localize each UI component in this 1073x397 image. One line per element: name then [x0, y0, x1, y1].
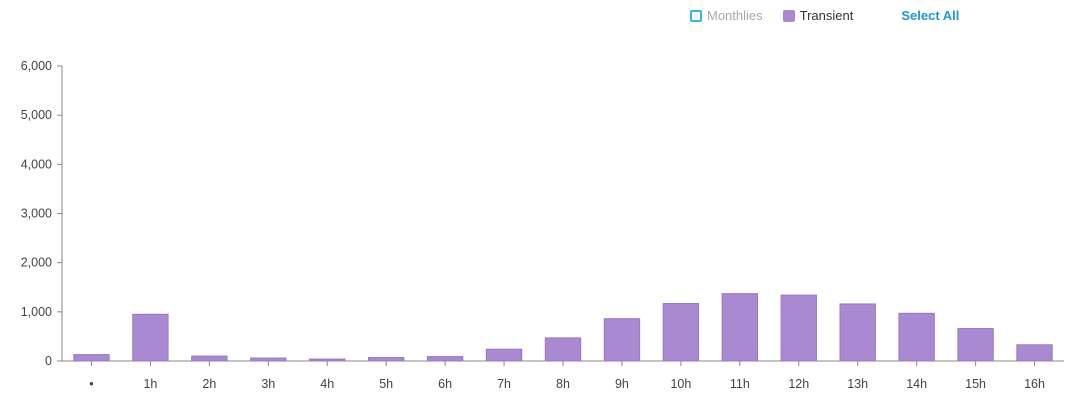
legend-item-monthlies[interactable]: Monthlies	[690, 8, 763, 23]
x-tick-label: 1h	[143, 377, 157, 391]
y-tick-label: 6,000	[21, 59, 52, 73]
bar-5h	[367, 357, 405, 362]
bar-2h	[191, 355, 228, 362]
x-tick-label: 7h	[497, 377, 511, 391]
bar-15h	[957, 328, 994, 362]
x-tick-label: 15h	[965, 377, 986, 391]
x-tick-label: 4h	[320, 377, 334, 391]
y-tick-label: 0	[45, 354, 52, 368]
y-tick-label: 4,000	[21, 157, 52, 171]
x-tick-label: 6h	[438, 377, 452, 391]
legend-label-monthlies: Monthlies	[707, 8, 763, 23]
bar-13h	[839, 303, 876, 362]
y-tick-label: 2,000	[21, 256, 52, 270]
bar-7h	[485, 348, 523, 362]
y-tick-label: 5,000	[21, 108, 52, 122]
transient-swatch-icon	[782, 9, 795, 22]
bar-9h	[603, 318, 641, 362]
y-tick-label: 3,000	[21, 207, 52, 221]
bar-3h	[250, 357, 287, 362]
x-tick-label: 8h	[556, 377, 570, 391]
x-tick-label: 12h	[788, 377, 809, 391]
bar-14h	[898, 312, 935, 362]
legend-label-transient: Transient	[799, 8, 854, 23]
bar-12h	[780, 294, 817, 362]
x-tick-label: 5h	[379, 377, 393, 391]
x-tick-label: 11h	[730, 377, 750, 391]
bar-6h	[426, 356, 464, 362]
chart-legend: Monthlies Transient Select All	[690, 8, 959, 23]
x-tick-label: 3h	[261, 377, 275, 391]
x-tick-label: 9h	[615, 377, 629, 391]
x-tick-label: •	[89, 377, 93, 391]
bar-0h	[73, 354, 110, 362]
bar-11h	[721, 293, 759, 362]
x-tick-label: 2h	[202, 377, 216, 391]
legend-item-transient[interactable]: Transient	[782, 8, 854, 23]
bar-8h	[544, 337, 582, 362]
bar-4h	[309, 358, 346, 362]
y-tick-label: 1,000	[21, 305, 52, 319]
x-tick-label: 16h	[1024, 377, 1045, 391]
x-tick-label: 13h	[847, 377, 868, 391]
bar-1h	[132, 313, 169, 362]
x-tick-label: 14h	[906, 377, 927, 391]
x-tick-label: 10h	[670, 377, 691, 391]
bar-16h	[1016, 344, 1053, 362]
bar-10h	[662, 302, 700, 362]
select-all-button[interactable]: Select All	[901, 8, 960, 23]
monthlies-swatch-icon	[690, 9, 702, 22]
